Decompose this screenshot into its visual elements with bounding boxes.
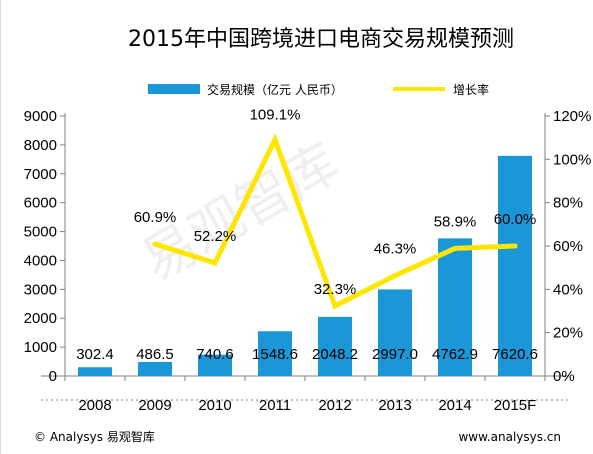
x-tick-label: 2010 bbox=[198, 397, 231, 414]
growth-rate-label: 52.2% bbox=[194, 228, 237, 245]
y-ticks-right: 0% 20% 40% 60% 80% 100% 120% bbox=[545, 108, 591, 385]
y2-tick-label: 0% bbox=[553, 368, 575, 385]
growth-rate-point bbox=[452, 245, 458, 251]
y-tick-label: 4000 bbox=[24, 252, 57, 269]
y-ticks-left: 0 1000 2000 3000 4000 5000 6000 7000 8000 9000 bbox=[24, 108, 65, 385]
y-tick-label: 6000 bbox=[24, 195, 57, 212]
y2-tick-label: 80% bbox=[553, 195, 583, 212]
y2-tick-label: 100% bbox=[553, 151, 591, 168]
y2-tick-label: 60% bbox=[553, 238, 583, 255]
bar bbox=[438, 238, 472, 376]
footer-copyright: © Analysys 易观智库 bbox=[34, 429, 155, 444]
legend: 交易规模（亿元 人民币） 增长率 bbox=[148, 82, 489, 97]
x-tick-label: 2015F bbox=[494, 397, 537, 414]
growth-rate-point bbox=[272, 137, 278, 143]
chart-title: 2015年中国跨境进口电商交易规模预测 bbox=[128, 27, 514, 52]
bar-value-label: 7620.6 bbox=[492, 346, 538, 363]
bar-value-label: 2048.2 bbox=[312, 346, 358, 363]
bar-series bbox=[78, 155, 532, 376]
growth-rate-label: 46.3% bbox=[374, 241, 417, 258]
x-tick-label: 2009 bbox=[138, 397, 171, 414]
legend-swatch-bar bbox=[148, 84, 200, 94]
line-series bbox=[152, 133, 518, 310]
y-tick-label: 5000 bbox=[24, 224, 57, 241]
growth-rate-point bbox=[392, 273, 398, 279]
legend-label-line: 增长率 bbox=[453, 82, 489, 97]
y-tick-label: 2000 bbox=[24, 310, 57, 327]
x-tick-label: 2014 bbox=[438, 397, 471, 414]
x-ticks: 2008 2009 2010 2011 2012 2013 2014 2015F bbox=[64, 376, 546, 414]
y-tick-label: 1000 bbox=[24, 339, 57, 356]
growth-rate-point bbox=[212, 260, 218, 266]
x-tick-label: 2011 bbox=[259, 397, 291, 414]
x-tick-label: 2008 bbox=[78, 397, 111, 414]
bar-value-label: 1548.6 bbox=[252, 346, 298, 363]
growth-rate-label: 109.1% bbox=[250, 107, 301, 124]
y2-tick-label: 120% bbox=[553, 108, 591, 125]
bar bbox=[378, 289, 412, 376]
bar bbox=[138, 361, 172, 376]
y-tick-label: 3000 bbox=[24, 281, 57, 298]
growth-rate-point bbox=[512, 243, 518, 249]
y-tick-label: 7000 bbox=[24, 166, 57, 183]
bar-value-label: 302.4 bbox=[76, 346, 114, 363]
growth-rate-point bbox=[152, 241, 158, 247]
rate-labels: 60.9% 52.2% 109.1% 32.3% 46.3% 58.9% 60.0% bbox=[134, 107, 537, 298]
y2-tick-label: 20% bbox=[553, 325, 583, 342]
bar bbox=[258, 331, 292, 376]
growth-rate-label: 58.9% bbox=[434, 213, 477, 230]
y2-tick-label: 40% bbox=[553, 281, 583, 298]
footer-website: www.analysys.cn bbox=[458, 430, 561, 444]
bar-value-label: 4762.9 bbox=[432, 346, 478, 363]
bar bbox=[198, 354, 232, 376]
growth-rate-point bbox=[332, 303, 338, 309]
legend-label-bar: 交易规模（亿元 人民币） bbox=[207, 82, 343, 97]
y-tick-label: 0 bbox=[49, 368, 57, 385]
x-tick-label: 2012 bbox=[318, 397, 351, 414]
y-tick-label: 9000 bbox=[24, 108, 57, 125]
growth-rate-label: 32.3% bbox=[314, 281, 357, 298]
footer: © Analysys 易观智库 www.analysys.cn bbox=[34, 429, 561, 444]
growth-rate-label: 60.9% bbox=[134, 209, 177, 226]
bar-value-label: 2997.0 bbox=[372, 346, 418, 363]
bar-labels: 302.4 486.5 740.6 1548.6 2048.2 2997.0 4762.9 7… bbox=[76, 346, 538, 363]
growth-rate-label: 60.0% bbox=[494, 211, 537, 228]
x-tick-label: 2013 bbox=[378, 397, 411, 414]
bar-value-label: 486.5 bbox=[136, 346, 174, 363]
bar bbox=[318, 316, 352, 376]
bar bbox=[78, 367, 112, 376]
y-tick-label: 8000 bbox=[24, 137, 57, 154]
bar bbox=[498, 155, 532, 376]
bar-value-label: 740.6 bbox=[196, 346, 234, 363]
